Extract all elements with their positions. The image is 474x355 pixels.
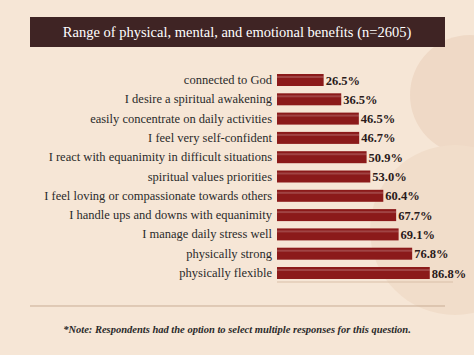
background: [0, 0, 474, 355]
category-label: spiritual values priorities: [148, 170, 272, 184]
bar-highlight: [277, 250, 412, 252]
bar-highlight: [277, 192, 383, 194]
data-label: 60.4%: [385, 189, 419, 203]
data-label: 46.7%: [361, 131, 395, 145]
bar: [277, 74, 324, 86]
decoration: [410, 35, 474, 155]
data-label: 36.5%: [343, 93, 377, 107]
bar: [277, 171, 370, 183]
bar-highlight: [277, 134, 359, 136]
chart-container: Range of physical, mental, and emotional…: [0, 0, 474, 355]
bar: [277, 248, 412, 260]
data-label: 67.7%: [398, 209, 432, 223]
data-label: 86.8%: [432, 267, 466, 281]
x-axis-line: [277, 282, 453, 283]
category-label: physically strong: [186, 247, 273, 261]
bar-highlight: [277, 211, 396, 213]
data-label: 46.5%: [361, 112, 395, 126]
category-label: connected to God: [184, 73, 273, 87]
category-label: easily concentrate on daily activities: [90, 112, 272, 126]
note: *Note: Respondents had the option to sel…: [63, 324, 411, 335]
category-label: I manage daily stress well: [142, 227, 272, 241]
separator: [30, 306, 445, 307]
bar: [277, 228, 399, 240]
data-label: 76.8%: [414, 247, 448, 261]
category-label: I handle ups and downs with equanimity: [69, 208, 272, 222]
data-label: 69.1%: [401, 228, 435, 242]
bar-highlight: [277, 269, 430, 271]
category-label: physically flexible: [179, 266, 272, 280]
chart-svg: Range of physical, mental, and emotional…: [0, 0, 474, 355]
bar-highlight: [277, 95, 341, 97]
category-label: I feel loving or compassionate towards o…: [44, 189, 272, 203]
bar: [277, 132, 359, 144]
data-label: 26.5%: [326, 74, 360, 88]
title: Range of physical, mental, and emotional…: [63, 24, 412, 41]
bar-highlight: [277, 115, 359, 117]
bar: [277, 209, 396, 221]
bar-highlight: [277, 230, 399, 232]
category-label: I desire a spiritual awakening: [125, 92, 273, 106]
bar-highlight: [277, 153, 367, 155]
data-label: 53.0%: [372, 170, 406, 184]
bar-highlight: [277, 76, 324, 78]
title-bar: [30, 17, 445, 47]
bar: [277, 190, 383, 202]
bar: [277, 267, 430, 279]
data-label: 50.9%: [369, 151, 403, 165]
category-label: I feel very self-confident: [148, 131, 272, 145]
bar: [277, 151, 367, 163]
category-label: I react with equanimity in difficult sit…: [49, 150, 272, 164]
bar: [277, 93, 341, 105]
bar-highlight: [277, 173, 370, 175]
bars: [277, 74, 430, 279]
labels: connected to God 26.5% I desire a spiritua…: [44, 73, 466, 281]
bar: [277, 113, 359, 125]
